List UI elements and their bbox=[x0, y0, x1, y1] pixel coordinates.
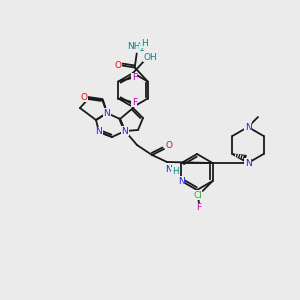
Text: N: N bbox=[103, 109, 110, 118]
Text: O: O bbox=[166, 142, 172, 151]
Text: H: H bbox=[141, 39, 148, 48]
Text: H: H bbox=[172, 167, 178, 176]
Text: N: N bbox=[178, 176, 185, 185]
Text: OH: OH bbox=[143, 52, 157, 62]
Text: F: F bbox=[132, 98, 137, 107]
Text: O: O bbox=[80, 92, 88, 101]
Text: O: O bbox=[114, 61, 121, 70]
Text: N: N bbox=[166, 164, 172, 173]
Text: Cl: Cl bbox=[193, 190, 202, 200]
Text: N: N bbox=[244, 158, 251, 167]
Polygon shape bbox=[232, 154, 246, 160]
Text: F: F bbox=[132, 73, 137, 82]
Text: N: N bbox=[96, 128, 102, 136]
Text: N: N bbox=[122, 127, 128, 136]
Text: NH: NH bbox=[127, 42, 140, 51]
Text: 2: 2 bbox=[139, 44, 144, 53]
Text: N: N bbox=[244, 122, 251, 131]
Text: F: F bbox=[196, 203, 202, 212]
